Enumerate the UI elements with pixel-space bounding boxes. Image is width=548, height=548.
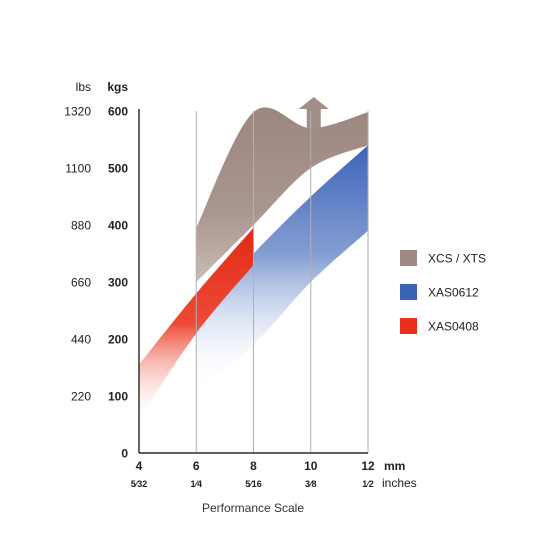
y-tick-label-lbs: 880 bbox=[71, 219, 91, 233]
x-tick-label-mm: 6 bbox=[193, 459, 200, 473]
legend-item-xcs-xts: XCS / XTS bbox=[400, 250, 486, 266]
legend-swatch bbox=[400, 318, 417, 334]
y-tick-label-kgs: 300 bbox=[108, 276, 128, 290]
x-axis-title: Performance Scale bbox=[202, 501, 304, 515]
x-tick-label-mm: 10 bbox=[304, 459, 318, 473]
legend-label: XAS0408 bbox=[428, 320, 479, 334]
axes bbox=[138, 109, 368, 454]
y-tick-label-lbs: 1100 bbox=[65, 162, 91, 176]
y-tick-label-lbs: 220 bbox=[71, 390, 91, 404]
legend-label: XCS / XTS bbox=[428, 252, 486, 266]
y-tick-label-kgs: 0 bbox=[121, 447, 128, 461]
x-tick-label-inch: 1⁄4 bbox=[190, 479, 202, 489]
legend-item-xas0612: XAS0612 bbox=[400, 284, 479, 300]
tick-labels: 0 100 200 300 400 500 600 220 440 660 880 1100 1320 4… bbox=[64, 105, 375, 490]
y-tick-label-kgs: 500 bbox=[108, 162, 128, 176]
y-tick-label-kgs: 400 bbox=[108, 219, 128, 233]
legend-label: XAS0612 bbox=[428, 286, 479, 300]
x-unit-inches: inches bbox=[382, 476, 417, 490]
x-tick-label-inch: 5⁄16 bbox=[245, 479, 262, 489]
x-tick-label-mm: 4 bbox=[136, 459, 143, 473]
x-tick-label-inch: 5⁄32 bbox=[131, 479, 148, 489]
x-tick-label-mm: 8 bbox=[250, 459, 257, 473]
legend-swatch bbox=[400, 250, 417, 266]
x-tick-label-inch: 1⁄2 bbox=[362, 479, 374, 489]
y-unit-lbs: lbs bbox=[76, 80, 91, 94]
up-arrow-icon bbox=[298, 97, 329, 129]
x-unit-mm: mm bbox=[384, 459, 405, 473]
legend-swatch bbox=[400, 284, 417, 300]
y-tick-label-kgs: 600 bbox=[108, 105, 128, 119]
y-tick-label-lbs: 440 bbox=[71, 333, 91, 347]
band-xcs-xts bbox=[196, 107, 368, 282]
y-tick-label-lbs: 1320 bbox=[64, 105, 91, 119]
legend: XCS / XTS XAS0612 XAS0408 bbox=[400, 250, 486, 334]
gridlines bbox=[195, 111, 369, 453]
y-tick-label-lbs: 660 bbox=[71, 276, 91, 290]
legend-item-xas0408: XAS0408 bbox=[400, 318, 479, 334]
x-tick-label-mm: 12 bbox=[361, 459, 375, 473]
x-tick-label-inch: 3⁄8 bbox=[305, 479, 317, 489]
y-tick-label-kgs: 100 bbox=[108, 390, 128, 404]
y-unit-kgs: kgs bbox=[107, 80, 128, 94]
band-xas0612 bbox=[196, 145, 368, 391]
y-tick-label-kgs: 200 bbox=[108, 333, 128, 347]
